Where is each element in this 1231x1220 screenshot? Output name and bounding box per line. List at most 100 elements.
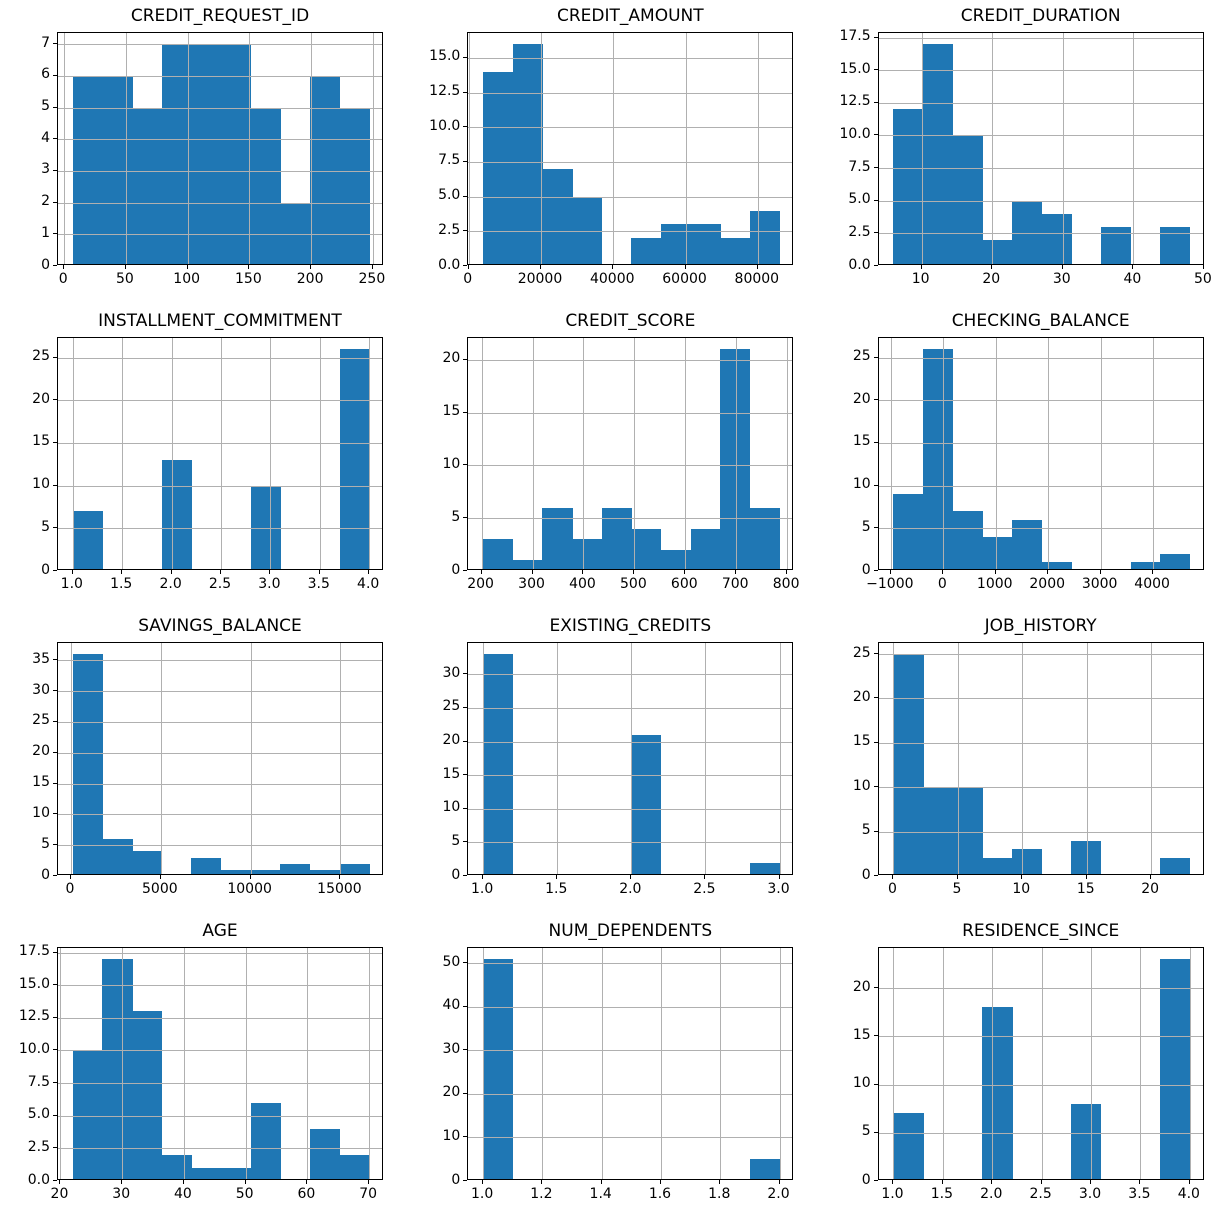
y-tick-mark (53, 356, 57, 358)
chart-title-credit-duration: CREDIT_DURATION (960, 6, 1121, 26)
gridline-vertical (60, 948, 62, 1179)
histogram-bar (72, 75, 103, 264)
x-tick-label: 4.0 (357, 576, 380, 592)
gridline-horizontal (58, 845, 382, 847)
y-tick-mark (873, 36, 878, 38)
x-tick-mark (556, 875, 558, 879)
y-tick-label: 0.0 (27, 1171, 50, 1188)
x-tick-mark (778, 1180, 780, 1184)
x-tick-mark (786, 570, 788, 574)
y-tick-mark (53, 201, 57, 203)
x-tick-label: 3.5 (1128, 1186, 1151, 1202)
y-tick-label: 10 (852, 777, 871, 794)
gridline-horizontal (878, 357, 1203, 359)
gridline-vertical (1062, 33, 1064, 264)
gridline-horizontal (468, 775, 793, 777)
gridline-horizontal (58, 234, 382, 236)
x-tick-label: 3.5 (307, 576, 330, 592)
gridline-vertical (249, 33, 251, 264)
histogram-bar (191, 1167, 222, 1179)
y-tick-label: 5.0 (848, 191, 871, 208)
x-tick-label: 3.0 (767, 881, 790, 897)
gridline-horizontal (878, 528, 1203, 530)
histogram-bar (749, 210, 780, 264)
histogram-bar (161, 460, 192, 569)
plot-area (57, 32, 383, 265)
y-tick-mark (463, 1136, 468, 1138)
histogram-bar (1160, 959, 1191, 1179)
x-tick-mark (991, 1180, 993, 1184)
y-tick-mark (53, 1147, 57, 1149)
y-tick-mark (53, 720, 57, 722)
gridline-vertical (160, 643, 162, 874)
histogram-bar (1012, 519, 1043, 569)
gridline-horizontal (468, 161, 793, 163)
y-tick-label: 10 (852, 476, 871, 493)
histogram-bar (542, 507, 573, 569)
y-tick-mark (53, 441, 57, 443)
gridline-vertical (71, 643, 73, 874)
gridline-horizontal (58, 1050, 382, 1052)
chart-title-age: AGE (202, 921, 238, 941)
histogram-bar (982, 858, 1013, 874)
y-tick-mark (463, 265, 468, 266)
gridline-vertical (757, 33, 759, 264)
histogram-bar (601, 507, 632, 569)
plot-area (877, 642, 1204, 875)
x-tick-mark (1021, 875, 1023, 879)
y-tick-mark (53, 484, 57, 486)
y-tick-mark (53, 1082, 57, 1084)
plot-area (57, 947, 383, 1180)
gridline-horizontal (468, 707, 793, 709)
x-tick-mark (269, 570, 271, 574)
gridline-vertical (125, 33, 127, 264)
x-tick-label: 15000 (317, 881, 362, 897)
histogram-job-history: JOB_HISTORY 0 5 10 15 20 0 5 10 15 20 25 (821, 610, 1231, 915)
x-tick-mark (244, 1180, 246, 1184)
y-tick-mark (53, 74, 57, 76)
gridline-horizontal (878, 70, 1203, 72)
gridline-horizontal (468, 127, 793, 129)
gridline-vertical (64, 33, 66, 264)
x-tick-label: 80000 (734, 271, 780, 287)
histogram-bar (923, 349, 954, 569)
y-tick-mark (53, 690, 57, 692)
y-tick-label: 15 (852, 1026, 871, 1043)
x-tick-label: 1.5 (110, 576, 133, 592)
x-tick-label: 1000 (976, 576, 1013, 592)
histogram-bar (250, 1102, 281, 1179)
y-tick-mark (463, 517, 468, 519)
x-tick-label: 4.0 (1177, 1186, 1200, 1202)
y-tick-label: 15.0 (839, 60, 871, 77)
y-tick-label: 0 (451, 561, 461, 578)
chart-title-checking-balance: CHECKING_BALANCE (951, 311, 1130, 331)
x-tick-mark (368, 1180, 370, 1184)
y-tick-label: 5.0 (438, 187, 461, 204)
x-tick-label: 10000 (227, 881, 272, 897)
y-tick-mark (463, 570, 468, 571)
gridline-vertical (369, 338, 371, 569)
y-tick-label: 20 (32, 743, 50, 760)
y-tick-mark (463, 464, 468, 466)
y-tick-label: 25 (32, 348, 50, 365)
plot-area (877, 947, 1204, 1180)
histogram-bar (132, 107, 163, 264)
gridline-vertical (1133, 33, 1135, 264)
y-tick-label: 0 (861, 1171, 871, 1188)
chart-title-residence-since: RESIDENCE_SINCE (962, 921, 1120, 941)
y-tick-mark (463, 706, 468, 708)
x-tick-label: 20 (50, 1186, 69, 1202)
y-tick-mark (463, 195, 468, 197)
gridline-vertical (779, 643, 781, 874)
y-tick-mark (873, 741, 878, 743)
chart-title-existing-credits: EXISTING_CREDITS (549, 616, 712, 636)
histogram-bar (102, 959, 133, 1179)
x-tick-label: 0 (58, 271, 68, 287)
x-tick-label: 15 (1076, 881, 1095, 897)
x-tick-label: 1.0 (881, 1186, 904, 1202)
x-tick-label: 3000 (1081, 576, 1118, 592)
x-tick-label: 250 (358, 271, 386, 287)
gridline-vertical (540, 33, 542, 264)
y-tick-label: 0 (451, 866, 461, 883)
x-tick-mark (991, 265, 993, 269)
